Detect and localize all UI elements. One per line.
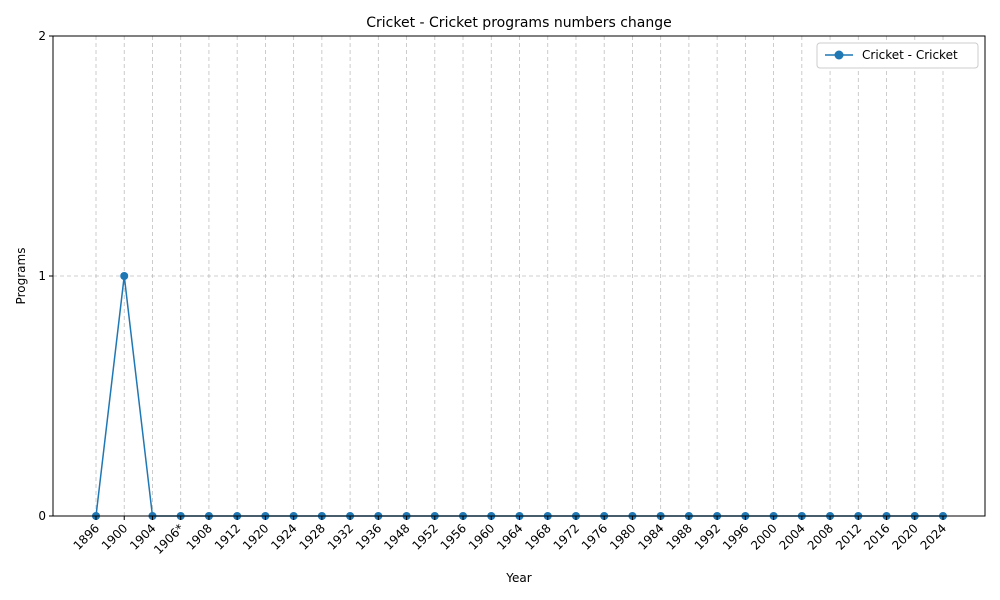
y-tick-label: 0 [38,509,46,523]
x-tick-label: 1956 [438,521,469,552]
x-tick-label: 1936 [353,521,384,552]
x-axis: 1896190019041906*19081912192019241928193… [71,516,949,557]
x-tick-label: 2000 [748,521,779,552]
y-axis-label: Programs [14,248,28,305]
x-tick-label: 1980 [607,521,638,552]
x-tick-label: 1928 [296,521,327,552]
chart-title: Cricket - Cricket programs numbers chang… [366,15,671,31]
x-tick-label: 1912 [212,521,243,552]
legend-box [816,42,979,69]
y-axis: 0 1 2 [38,29,53,523]
x-tick-label: 1972 [551,521,582,552]
x-tick-label: 1976 [579,521,610,552]
x-tick-label: 1968 [522,521,553,552]
x-tick-label: 1960 [466,521,497,552]
x-tick-label: 1924 [268,521,299,552]
legend: Cricket - Cricket [816,42,979,69]
x-tick-label: 1988 [664,521,695,552]
x-tick-label: 1992 [692,521,723,552]
data-point [120,272,129,280]
x-tick-label: 1964 [494,521,525,552]
y-tick-label: 1 [38,269,46,283]
y-tick-label: 2 [38,29,46,43]
x-tick-label: 2020 [889,521,920,552]
x-tick-label: 1900 [99,521,130,552]
legend-label: Cricket - Cricket [862,48,958,62]
legend-marker [834,50,844,60]
x-tick-label: 1932 [325,521,356,552]
x-tick-label: 1952 [409,521,440,552]
x-tick-label: 2016 [861,521,892,552]
grid [53,36,985,516]
x-axis-label: Year [505,571,531,585]
x-tick-label: 2012 [833,521,864,552]
x-tick-label: 1996 [720,521,751,552]
x-tick-label: 1920 [240,521,271,552]
x-tick-label: 1906* [151,521,187,557]
x-tick-label: 2008 [805,521,836,552]
x-tick-label: 1908 [184,521,215,552]
x-tick-label: 2024 [918,521,949,552]
x-tick-label: 1948 [381,521,412,552]
x-tick-label: 1984 [635,521,666,552]
x-tick-label: 2004 [776,521,807,552]
x-tick-label: 1896 [71,521,102,552]
